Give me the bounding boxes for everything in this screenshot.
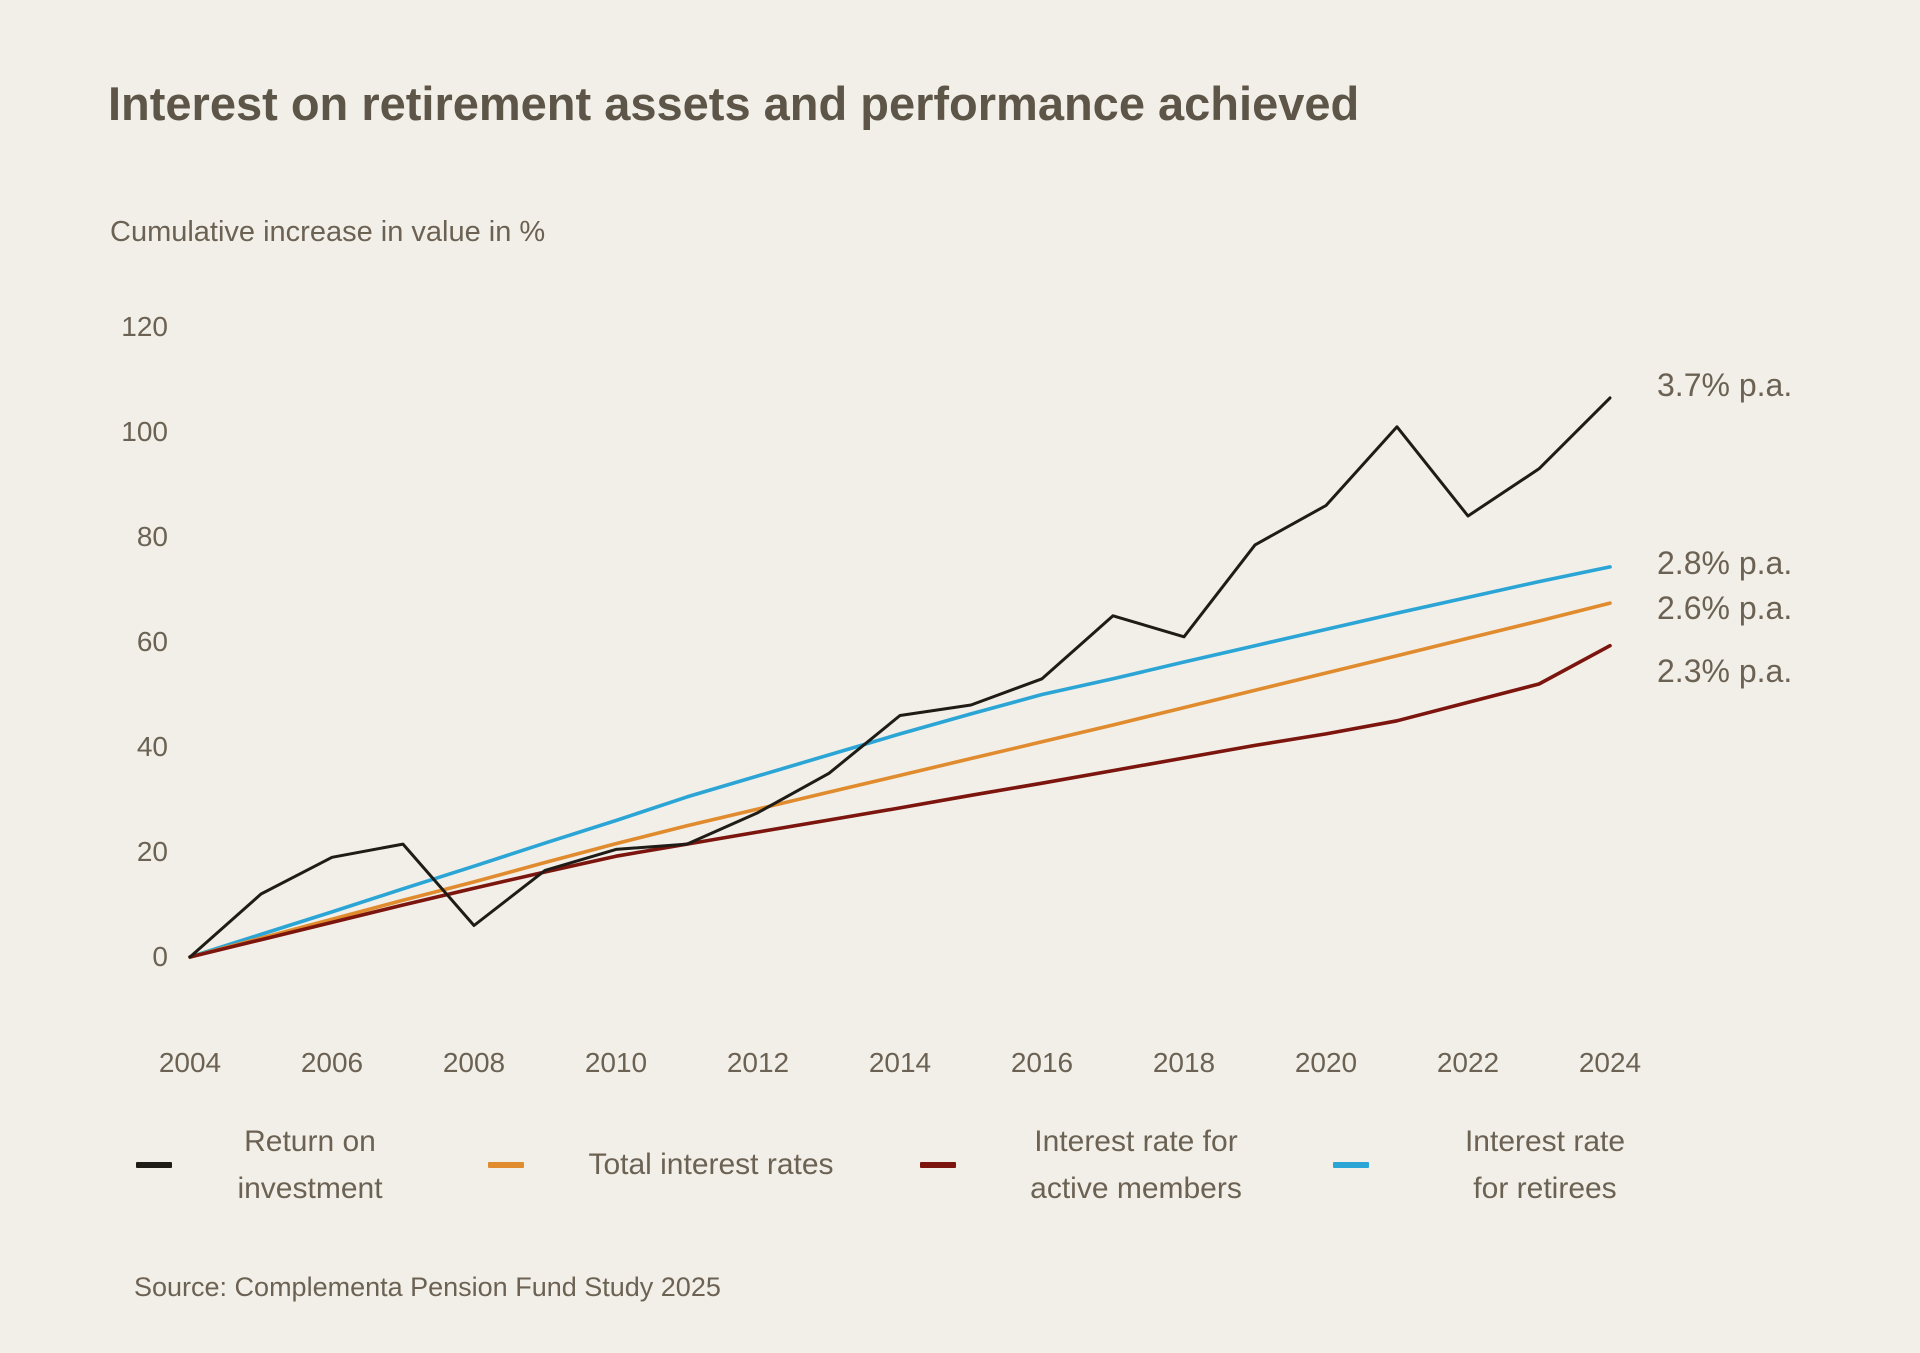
series-annotation-return_on_investment: 3.7% p.a.	[1657, 366, 1793, 403]
legend-swatch-return_on_investment	[136, 1162, 172, 1168]
x-axis-label: 2018	[1152, 1047, 1216, 1078]
legend-swatch-retirees	[1333, 1162, 1369, 1168]
y-axis-label: 100	[121, 416, 168, 447]
series-annotation-total_interest_rates: 2.6% p.a.	[1657, 590, 1793, 627]
x-axis-label: 2004	[158, 1047, 222, 1078]
line-retirees	[188, 565, 1612, 959]
legend-item-label-retirees: Interest rate for retirees	[1464, 1124, 1626, 1205]
x-axis-label: 2020	[1294, 1047, 1358, 1078]
legend-item-label-return_on_investment: Return on investment	[237, 1124, 383, 1205]
line-total_interest_rates	[188, 601, 1612, 959]
legend-item-label-active_members: Interest rate for active members	[1030, 1124, 1242, 1205]
y-axis-label: 40	[136, 731, 168, 762]
y-axis-label: 20	[136, 836, 168, 867]
line-active_members	[188, 643, 1612, 959]
x-axis-label: 2022	[1436, 1047, 1500, 1078]
line-return_on_investment	[188, 396, 1612, 959]
x-axis-label: 2024	[1578, 1047, 1642, 1078]
y-axis-label: 60	[136, 626, 168, 657]
x-axis-label: 2010	[584, 1047, 648, 1078]
page-title: Interest on retirement assets and perfor…	[108, 77, 1360, 130]
x-axis-label: 2012	[726, 1047, 790, 1078]
x-axis-label: 2014	[868, 1047, 932, 1078]
source-note: Source: Complementa Pension Fund Study 2…	[134, 1272, 721, 1302]
legend-item-label-total_interest_rates: Total interest rates	[588, 1148, 834, 1181]
y-axis-label: 120	[121, 311, 168, 342]
legend-swatch-total_interest_rates	[488, 1162, 524, 1168]
legend-swatch-active_members	[920, 1162, 956, 1168]
x-axis-label: 2006	[300, 1047, 364, 1078]
x-axis-label: 2016	[1010, 1047, 1074, 1078]
y-axis-label: 0	[152, 941, 168, 972]
x-axis-label: 2008	[442, 1047, 506, 1078]
series-annotation-active_members: 2.3% p.a.	[1657, 652, 1793, 689]
chart-subtitle: Cumulative increase in value in %	[110, 216, 546, 248]
series-annotation-retirees: 2.8% p.a.	[1657, 544, 1793, 581]
y-axis-label: 80	[136, 521, 168, 552]
